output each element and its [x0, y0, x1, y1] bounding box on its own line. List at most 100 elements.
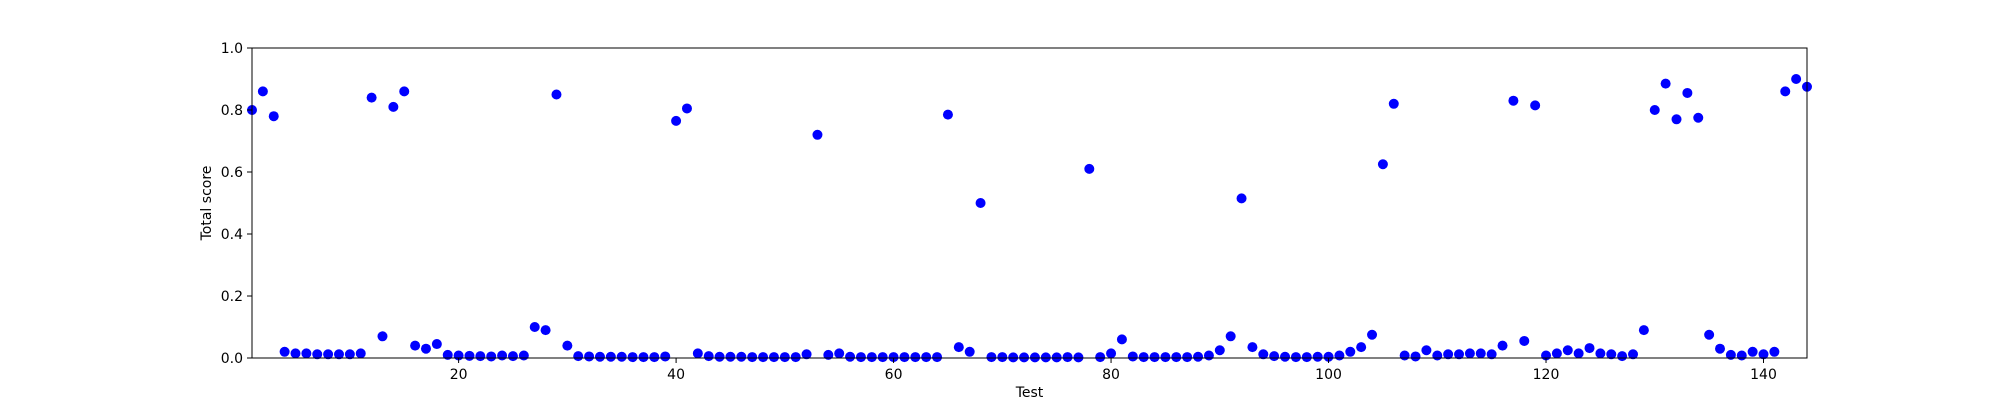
y-tick-label: 0.2 — [221, 289, 243, 305]
data-point — [1073, 352, 1084, 363]
data-point — [1486, 349, 1497, 360]
data-point — [551, 89, 562, 100]
data-point — [888, 352, 899, 363]
data-point — [855, 352, 866, 363]
data-point — [1660, 78, 1671, 89]
data-point — [681, 103, 692, 114]
data-point — [845, 351, 856, 362]
data-point — [866, 352, 877, 363]
data-point — [399, 86, 410, 97]
data-point — [1769, 346, 1780, 357]
x-axis-ticks: 20 40 60 80 100 120 140 — [450, 358, 1777, 383]
data-point — [529, 322, 540, 332]
data-point — [1736, 350, 1747, 361]
data-point — [475, 351, 486, 362]
data-point — [823, 349, 834, 360]
data-point — [1715, 343, 1726, 354]
data-point — [518, 350, 529, 361]
data-point — [1051, 352, 1062, 363]
data-point — [703, 351, 714, 362]
y-tick-label: 0.4 — [221, 227, 243, 243]
data-point — [1106, 348, 1117, 359]
x-axis-label: Test — [1015, 385, 1044, 400]
x-tick-label: 120 — [1533, 367, 1560, 383]
data-point — [1464, 348, 1475, 359]
data-point — [834, 348, 845, 359]
data-point — [290, 348, 301, 359]
data-point — [1084, 163, 1095, 174]
y-tick-label: 0.0 — [221, 351, 243, 367]
data-point — [377, 331, 388, 342]
data-point — [344, 349, 355, 360]
data-point — [747, 352, 758, 363]
data-point — [1704, 329, 1715, 340]
x-tick-label: 80 — [1102, 367, 1120, 383]
data-point — [964, 346, 975, 357]
data-point — [1116, 334, 1127, 345]
data-point — [1040, 352, 1051, 363]
data-point — [758, 352, 769, 363]
data-point — [1747, 346, 1758, 357]
data-point — [638, 352, 649, 363]
data-point — [366, 92, 377, 103]
data-point — [1519, 335, 1530, 346]
data-point — [464, 350, 475, 361]
data-point — [1758, 349, 1769, 360]
data-point — [692, 348, 703, 359]
data-point — [333, 349, 344, 360]
data-point — [932, 352, 943, 363]
data-point — [801, 349, 812, 360]
data-point — [594, 351, 605, 362]
data-point — [257, 86, 268, 97]
data-point — [1780, 86, 1791, 97]
data-point — [1497, 340, 1508, 351]
data-point — [1399, 350, 1410, 361]
data-point — [540, 325, 551, 336]
data-point — [1595, 348, 1606, 359]
data-point — [921, 352, 932, 363]
data-point — [573, 351, 584, 362]
data-point — [1301, 352, 1312, 363]
data-point — [1008, 352, 1019, 363]
data-point — [1693, 112, 1704, 123]
data-point — [1356, 342, 1367, 353]
data-point — [997, 352, 1008, 363]
data-point — [768, 352, 779, 363]
data-points — [247, 74, 1812, 363]
data-point — [1551, 348, 1562, 359]
data-point — [431, 339, 442, 350]
data-point — [1334, 350, 1345, 361]
data-point — [1432, 350, 1443, 361]
data-point — [1269, 351, 1280, 362]
data-point — [986, 352, 997, 363]
data-point — [812, 129, 823, 140]
data-point — [660, 351, 671, 362]
data-point — [507, 351, 518, 362]
y-axis-label: Total score — [199, 166, 215, 242]
data-point — [1236, 193, 1247, 204]
data-point — [1410, 351, 1421, 362]
data-point — [616, 351, 627, 362]
data-point — [953, 342, 964, 353]
data-point — [1628, 349, 1639, 360]
x-tick-label: 20 — [450, 367, 468, 383]
data-point — [1508, 95, 1519, 106]
data-point — [1443, 349, 1454, 360]
data-point — [1160, 352, 1171, 363]
data-point — [268, 111, 279, 122]
data-point — [1019, 352, 1030, 363]
data-point — [301, 348, 312, 359]
data-point — [1671, 114, 1682, 125]
data-point — [486, 351, 497, 362]
data-point — [1312, 351, 1323, 362]
data-point — [1562, 345, 1573, 356]
data-point — [627, 352, 638, 363]
data-point — [420, 343, 431, 354]
data-point — [1258, 349, 1269, 360]
data-point — [410, 340, 421, 351]
data-point — [649, 352, 660, 363]
data-point — [355, 348, 366, 359]
data-point — [1421, 345, 1432, 356]
y-tick-label: 1.0 — [221, 41, 243, 57]
data-point — [910, 352, 921, 363]
